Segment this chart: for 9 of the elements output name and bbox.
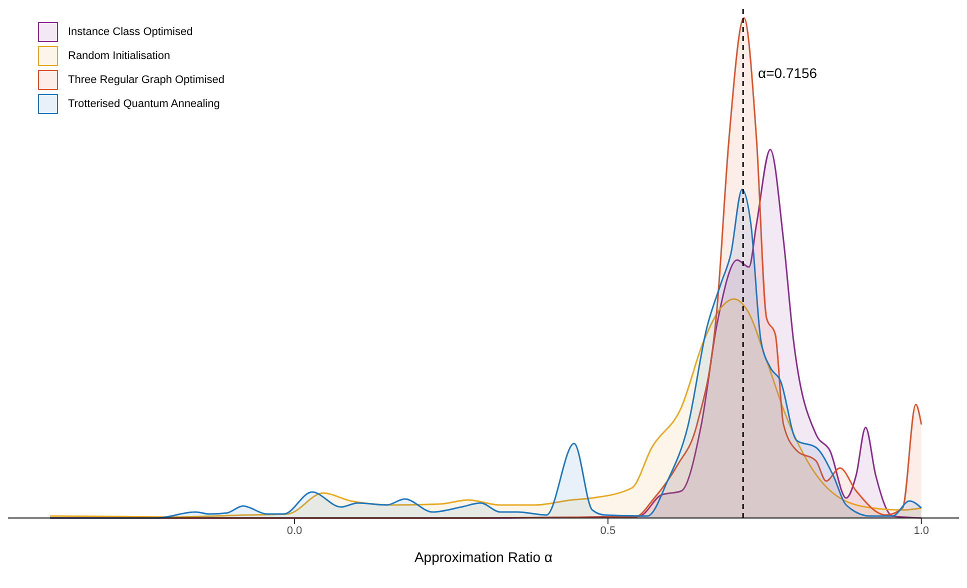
legend-label: Instance Class Optimised bbox=[68, 26, 193, 38]
legend-label: Random Initialisation bbox=[68, 50, 170, 62]
ref-line-label: α=0.7156 bbox=[758, 64, 818, 81]
legend-label: Trotterised Quantum Annealing bbox=[68, 98, 220, 110]
x-tick-label: 1.0 bbox=[914, 524, 930, 537]
x-axis-title: Approximation Ratio α bbox=[414, 549, 553, 565]
legend-label: Three Regular Graph Optimised bbox=[68, 74, 225, 86]
x-tick-label: 0.0 bbox=[286, 524, 302, 537]
x-tick-label: 0.5 bbox=[600, 524, 616, 537]
